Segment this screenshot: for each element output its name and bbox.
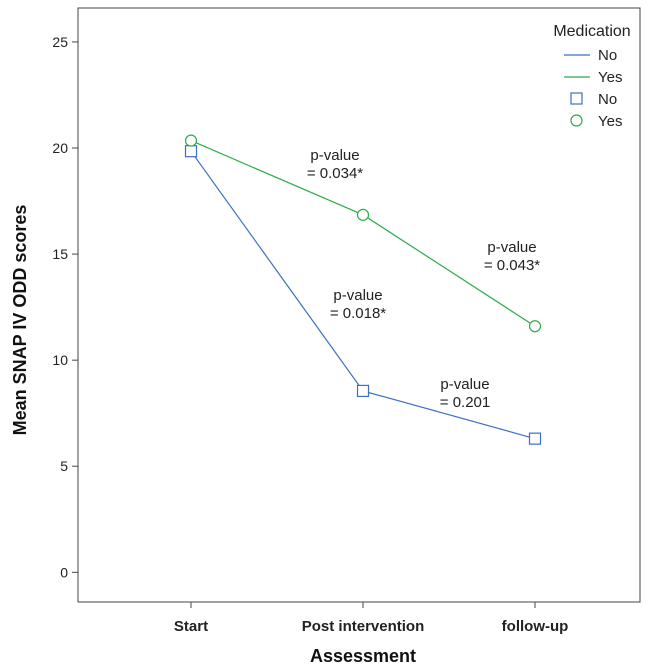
data-point-no: [184, 145, 198, 158]
legend-line-label: Yes: [598, 69, 622, 86]
legend: Medication No Yes No Yes: [553, 23, 630, 130]
legend-marker-swatch: [570, 92, 583, 105]
x-axis: Start Post intervention follow-up: [174, 602, 568, 635]
annotations: p-value= 0.034*p-value= 0.043*p-value= 0…: [307, 147, 540, 411]
series-markers: [184, 134, 542, 445]
legend-marker-label: Yes: [598, 113, 622, 130]
legend-marker-label: No: [598, 91, 617, 108]
y-tick-label: 15: [52, 246, 68, 262]
y-axis-title: Mean SNAP IV ODD scores: [10, 205, 30, 436]
p-value-number: = 0.034*: [307, 165, 363, 182]
data-point-no: [528, 432, 542, 445]
x-tick-label: Post intervention: [302, 618, 425, 635]
y-tick-label: 10: [52, 352, 68, 368]
p-value-label: p-value: [333, 287, 382, 304]
data-point-yes: [528, 320, 542, 333]
p-value-number: = 0.018*: [330, 305, 386, 322]
plot-area: [77, 7, 641, 603]
p-value-label: p-value: [487, 239, 536, 256]
y-tick-label: 0: [60, 564, 68, 580]
legend-title: Medication: [553, 23, 630, 40]
data-point-no: [356, 384, 370, 398]
data-point-yes: [184, 134, 198, 147]
y-tick-label: 5: [60, 458, 68, 474]
p-value-label: p-value: [440, 376, 489, 393]
p-value-number: = 0.043*: [484, 257, 540, 274]
x-tick-label: Start: [174, 618, 208, 635]
p-value-label: p-value: [310, 147, 359, 164]
y-tick-label: 20: [52, 140, 68, 156]
p-value-number: = 0.201: [440, 394, 490, 411]
x-tick-label: follow-up: [502, 618, 569, 635]
data-point-yes: [356, 208, 370, 221]
x-axis-title: Assessment: [310, 646, 416, 666]
y-tick-label: 25: [52, 34, 68, 50]
legend-line-label: No: [598, 47, 617, 64]
legend-marker-swatch: [570, 114, 583, 127]
y-axis: 0 5 10 15 20 25: [52, 34, 78, 580]
